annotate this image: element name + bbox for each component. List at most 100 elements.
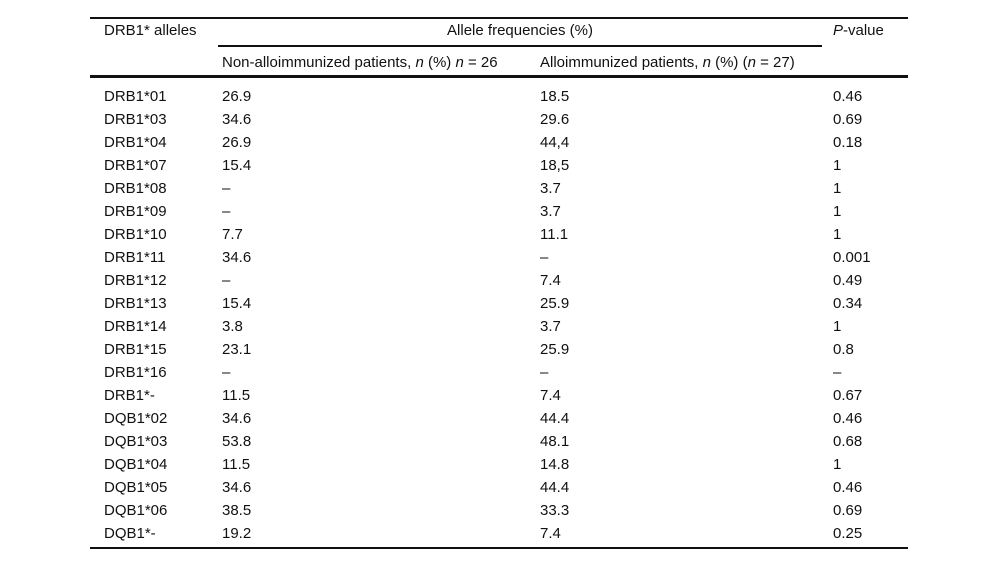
alloimmunized-cell: 14.8: [540, 456, 570, 473]
table-row: DQB1*- 19.2 7.4 0.25: [90, 522, 908, 545]
table-row: DQB1*04 11.5 14.8 1: [90, 453, 908, 476]
non-alloimmunized-cell: 7.7: [222, 226, 243, 243]
non-alloimmunized-cell: 3.8: [222, 318, 243, 335]
allele-cell: DRB1*16: [104, 364, 167, 381]
allele-cell: DRB1*11: [104, 249, 166, 266]
header-bottom-rule: [90, 75, 908, 78]
allele-cell: DRB1*03: [104, 111, 167, 128]
non-alloimmunized-cell: 11.5: [222, 387, 251, 404]
table-row: DRB1*09 – 3.7 1: [90, 200, 908, 223]
allele-cell: DRB1*08: [104, 180, 167, 197]
table-row: DRB1*14 3.8 3.7 1: [90, 315, 908, 338]
table-row: DRB1*13 15.4 25.9 0.34: [90, 292, 908, 315]
spanner-rule: [218, 45, 822, 47]
table-row: DRB1*07 15.4 18,5 1: [90, 154, 908, 177]
non-alloimmunized-cell: 11.5: [222, 456, 251, 473]
alloimmunized-cell: –: [540, 364, 549, 381]
pvalue-cell: 0.46: [833, 479, 863, 496]
allele-cell: DRB1*09: [104, 203, 167, 220]
alloimmunized-cell: 18,5: [540, 157, 570, 174]
alloimmunized-cell: 7.4: [540, 272, 561, 289]
pvalue-cell: 1: [833, 180, 842, 197]
column-header-non-alloimmunized: Non-alloimmunized patients, n (%) n = 26: [222, 54, 498, 71]
allele-cell: DRB1*15: [104, 341, 167, 358]
alloimmunized-cell: 11.1: [540, 226, 569, 243]
non-alloimmunized-cell: 26.9: [222, 88, 252, 105]
allele-cell: DRB1*04: [104, 134, 167, 151]
column-header-pvalue: P-value: [833, 22, 884, 39]
table-row: DQB1*06 38.5 33.3 0.69: [90, 499, 908, 522]
non-alloimmunized-cell: 53.8: [222, 433, 252, 450]
pvalue-cell: 0.46: [833, 410, 863, 427]
alloimmunized-cell: 29.6: [540, 111, 570, 128]
pvalue-cell: 0.67: [833, 387, 863, 404]
non-alloimmunized-cell: –: [222, 203, 231, 220]
allele-cell: DRB1*12: [104, 272, 167, 289]
alloimmunized-cell: 25.9: [540, 295, 570, 312]
pvalue-cell: 0.001: [833, 249, 871, 266]
alloimmunized-cell: 3.7: [540, 318, 561, 335]
allele-cell: DRB1*-: [104, 387, 155, 404]
pvalue-cell: 0.49: [833, 272, 863, 289]
table-row: DRB1*08 – 3.7 1: [90, 177, 908, 200]
table-row: DRB1*04 26.9 44,4 0.18: [90, 131, 908, 154]
alloimmunized-cell: –: [540, 249, 549, 266]
pvalue-cell: 1: [833, 318, 842, 335]
non-alloimmunized-cell: 19.2: [222, 525, 252, 542]
pvalue-cell: 0.69: [833, 502, 863, 519]
table-row: DRB1*16 – – –: [90, 361, 908, 384]
allele-cell: DRB1*10: [104, 226, 167, 243]
column-header-alleles: DRB1* alleles: [104, 22, 197, 39]
table-row: DQB1*05 34.6 44.4 0.46: [90, 476, 908, 499]
allele-cell: DRB1*01: [104, 88, 167, 105]
table-row: DRB1*01 26.9 18.5 0.46: [90, 85, 908, 108]
allele-cell: DQB1*02: [104, 410, 168, 427]
pvalue-cell: 0.69: [833, 111, 863, 128]
pvalue-cell: 0.18: [833, 134, 863, 151]
table-row: DQB1*03 53.8 48.1 0.68: [90, 430, 908, 453]
pvalue-cell: 1: [833, 456, 842, 473]
allele-cell: DQB1*-: [104, 525, 156, 542]
allele-cell: DQB1*03: [104, 433, 168, 450]
non-alloimmunized-cell: 15.4: [222, 295, 252, 312]
alloimmunized-cell: 3.7: [540, 180, 561, 197]
non-alloimmunized-cell: 23.1: [222, 341, 252, 358]
alloimmunized-cell: 48.1: [540, 433, 570, 450]
non-alloimmunized-cell: 34.6: [222, 410, 252, 427]
table-body: DRB1*01 26.9 18.5 0.46 DRB1*03 34.6 29.6 0.69 DR…: [90, 85, 908, 545]
table-row: DRB1*- 11.5 7.4 0.67: [90, 384, 908, 407]
non-alloimmunized-cell: –: [222, 180, 231, 197]
alloimmunized-cell: 44.4: [540, 410, 570, 427]
pvalue-cell: 1: [833, 226, 842, 243]
alloimmunized-cell: 3.7: [540, 203, 561, 220]
alloimmunized-cell: 25.9: [540, 341, 570, 358]
column-header-allele-frequencies: Allele frequencies (%): [447, 22, 593, 39]
pvalue-cell: 0.8: [833, 341, 854, 358]
non-alloimmunized-cell: 26.9: [222, 134, 252, 151]
alloimmunized-cell: 7.4: [540, 525, 561, 542]
pvalue-cell: 0.25: [833, 525, 863, 542]
column-header-alloimmunized: Alloimmunized patients, n (%) (n = 27): [540, 54, 795, 71]
pvalue-cell: 0.68: [833, 433, 863, 450]
non-alloimmunized-cell: 15.4: [222, 157, 252, 174]
alloimmunized-cell: 18.5: [540, 88, 570, 105]
pvalue-cell: 1: [833, 203, 842, 220]
non-alloimmunized-cell: 34.6: [222, 111, 252, 128]
table-row: DQB1*02 34.6 44.4 0.46: [90, 407, 908, 430]
allele-cell: DRB1*13: [104, 295, 167, 312]
non-alloimmunized-cell: –: [222, 364, 231, 381]
table-row: DRB1*03 34.6 29.6 0.69: [90, 108, 908, 131]
pvalue-cell: 1: [833, 157, 842, 174]
table-row: DRB1*11 34.6 – 0.001: [90, 246, 908, 269]
allele-cell: DRB1*14: [104, 318, 167, 335]
pvalue-cell: 0.46: [833, 88, 863, 105]
alloimmunized-cell: 33.3: [540, 502, 570, 519]
allele-cell: DQB1*06: [104, 502, 168, 519]
table-row: DRB1*15 23.1 25.9 0.8: [90, 338, 908, 361]
table-bottom-rule: [90, 547, 908, 549]
allele-cell: DQB1*04: [104, 456, 168, 473]
allele-cell: DQB1*05: [104, 479, 168, 496]
non-alloimmunized-cell: 34.6: [222, 249, 252, 266]
table-row: DRB1*10 7.7 11.1 1: [90, 223, 908, 246]
